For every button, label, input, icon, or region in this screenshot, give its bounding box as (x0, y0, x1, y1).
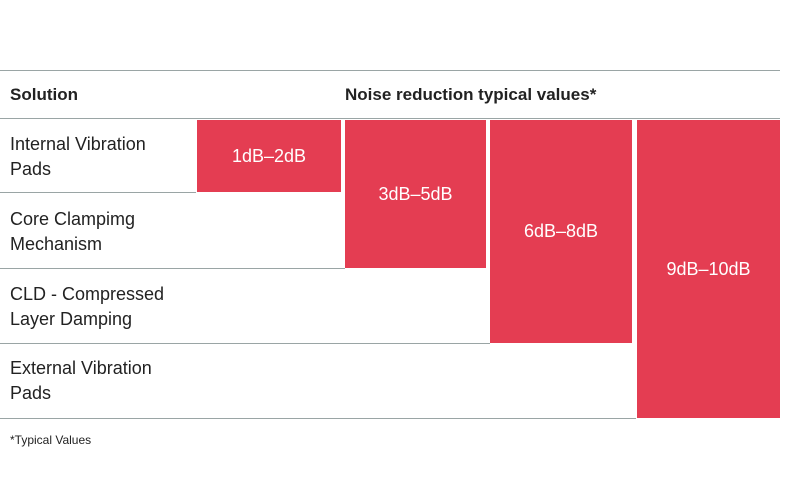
row-rule (0, 268, 345, 269)
solution-cell: CLD - Compressed Layer Damping (10, 284, 165, 329)
value-block: 9dB–10dB (637, 120, 780, 418)
solution-cell: Internal Vibration Pads (10, 134, 146, 179)
row-rule (0, 418, 636, 419)
footnote: *Typical Values (10, 433, 92, 447)
header-solution: Solution (10, 85, 78, 104)
value-block: 3dB–5dB (345, 120, 486, 268)
value-block: 6dB–8dB (490, 120, 632, 343)
solution-cell: Core Clampimg Mechanism (10, 209, 136, 254)
top-rule (0, 70, 780, 71)
row-rule (0, 343, 490, 344)
solution-cell: External Vibration Pads (10, 358, 152, 403)
value-block: 1dB–2dB (197, 120, 341, 192)
row-rule (0, 192, 196, 193)
header-values: Noise reduction typical values* (345, 85, 597, 104)
header-rule (0, 118, 780, 119)
